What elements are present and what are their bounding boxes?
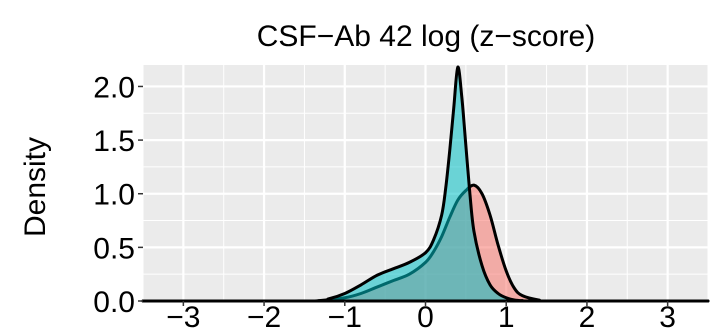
x-tick-label: 3 — [659, 301, 676, 331]
y-tick-label: 1.0 — [93, 179, 135, 212]
x-tick-label: 0 — [417, 301, 434, 331]
x-tick-label: 1 — [498, 301, 515, 331]
y-tick-label: 0.5 — [93, 232, 135, 265]
density-area-series-2 — [141, 65, 710, 303]
y-tick-label: 1.5 — [93, 125, 135, 158]
density-areas — [141, 65, 710, 303]
chart-title: CSF−Ab 42 log (z−score) — [257, 20, 595, 53]
x-tick-label: −2 — [247, 301, 281, 331]
y-tick-label: 2.0 — [93, 71, 135, 104]
x-tick-label: −3 — [166, 301, 200, 331]
y-axis-label: Density — [19, 137, 52, 237]
x-tick-label: 2 — [579, 301, 596, 331]
x-tick-label: −1 — [328, 301, 362, 331]
y-tick-label: 0.0 — [93, 286, 135, 319]
axes: −3 −2 −1 0 1 2 3 0.0 0.5 1.0 1.5 2.0 — [93, 71, 676, 331]
